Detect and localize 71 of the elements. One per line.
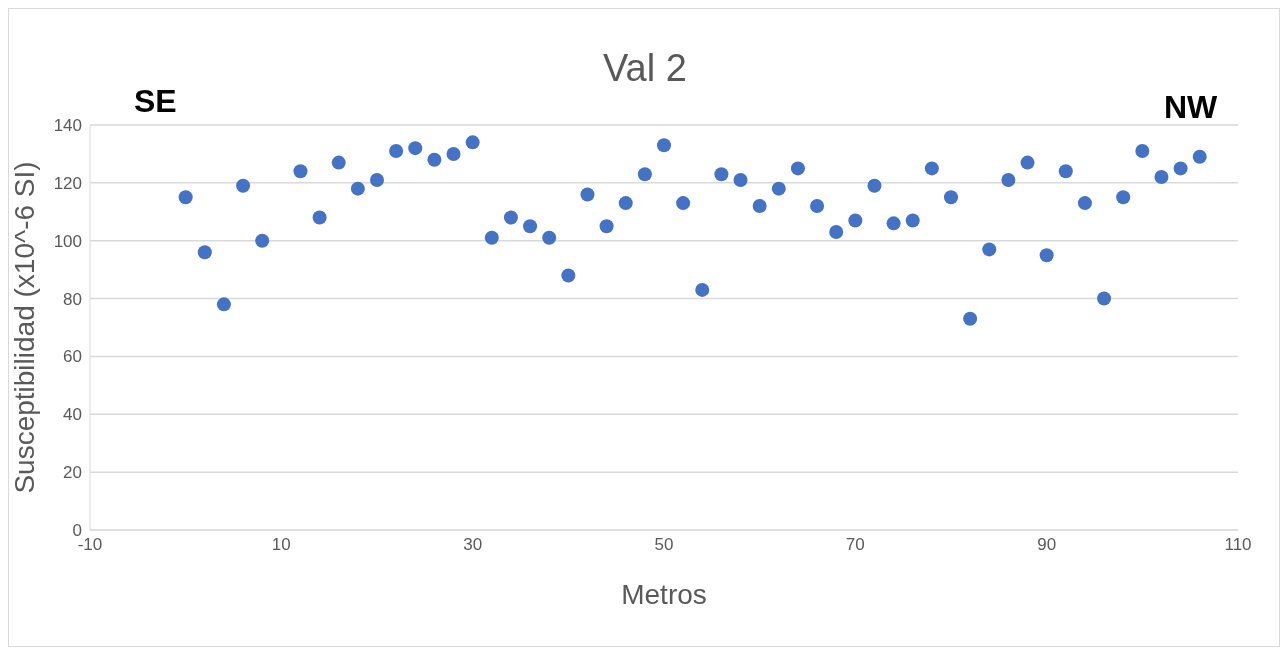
point [1001,172,1016,187]
point [752,199,767,213]
annotation: NW [1164,89,1218,126]
point [829,225,844,240]
point [178,190,193,205]
point [1173,161,1188,176]
point [542,230,557,245]
point [618,196,633,211]
point [236,178,251,193]
x-tick-label: 70 [845,535,865,555]
point [982,242,997,257]
point [255,233,270,248]
point [523,219,538,234]
point [197,245,212,260]
y-axis-title: Susceptibilidad (x10^-6 SI) [8,161,40,494]
point [886,216,901,231]
point [714,167,729,182]
point [905,213,920,228]
point [408,141,423,156]
y-tick-label: 100 [53,231,82,251]
point [1097,291,1112,306]
point [427,152,442,167]
chart-title: Val 2 [603,47,687,89]
point [1116,190,1131,205]
point [963,311,978,326]
y-tick-label: 120 [53,173,82,193]
x-tick-label: 50 [654,535,674,555]
point [810,199,825,213]
point [867,178,882,193]
y-tick-label: 20 [63,463,82,483]
point [924,161,939,176]
y-tick-label: 60 [63,347,82,367]
point [695,282,710,297]
point [503,210,518,225]
x-tick-label: 30 [463,535,483,555]
point [599,219,614,234]
point [1154,170,1169,185]
y-tick-label: 40 [63,405,82,425]
point [580,187,595,202]
point [1077,196,1092,211]
x-tick-label: 90 [1037,535,1057,555]
x-tick-label: 10 [271,535,291,555]
point [771,181,786,196]
point [484,230,499,245]
point [293,164,308,179]
point [790,161,805,176]
point [561,268,576,283]
x-tick-label: 110 [1224,535,1252,555]
point [1135,144,1150,159]
point [1058,164,1073,179]
point [331,155,346,170]
point [370,172,384,187]
point [1192,149,1207,164]
point [389,144,404,159]
point [216,297,231,312]
y-tick-label: 140 [53,116,82,136]
point [1020,155,1035,170]
text: SE [134,83,177,120]
point [637,167,652,182]
point [848,213,863,228]
point [446,146,461,161]
point [733,172,748,187]
point [312,210,327,225]
point [657,138,671,153]
point [465,135,480,150]
point [350,181,365,196]
point [1039,248,1054,263]
x-axis-title: Metros [621,579,707,610]
point [944,190,958,205]
point [676,196,691,211]
y-tick-label: 80 [63,289,82,309]
